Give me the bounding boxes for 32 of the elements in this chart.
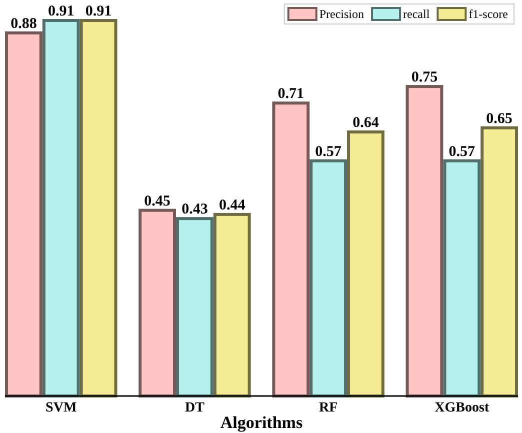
bar bbox=[5, 31, 42, 398]
x-tick-label: DT bbox=[184, 400, 206, 416]
x-tick-label: XGBoost bbox=[434, 400, 490, 416]
legend-label: Precision bbox=[319, 7, 364, 21]
bar bbox=[310, 159, 347, 398]
x-tick-label: SVM bbox=[46, 400, 77, 416]
bar bbox=[443, 159, 481, 398]
bar bbox=[176, 217, 214, 398]
bar bbox=[138, 208, 176, 398]
data-label: 0.57 bbox=[448, 144, 476, 160]
data-label: 0.57 bbox=[315, 144, 342, 160]
data-label: 0.64 bbox=[352, 114, 380, 131]
data-label: 0.45 bbox=[144, 193, 170, 210]
bar bbox=[42, 19, 80, 398]
legend-label: f1-score bbox=[468, 7, 508, 21]
x-axis-title: Algorithms bbox=[220, 413, 303, 432]
bar bbox=[406, 85, 444, 398]
data-label: 0.91 bbox=[48, 4, 74, 20]
legend-label: recall bbox=[403, 7, 430, 21]
bar bbox=[80, 19, 118, 398]
bar bbox=[347, 130, 384, 398]
data-label: 0.88 bbox=[10, 16, 37, 32]
data-label: 0.71 bbox=[278, 86, 304, 102]
data-label: 0.65 bbox=[486, 110, 512, 127]
bar bbox=[213, 212, 251, 398]
bar bbox=[272, 102, 310, 398]
data-label: 0.44 bbox=[218, 197, 246, 214]
data-label: 0.75 bbox=[411, 70, 438, 86]
x-tick-label: RF bbox=[318, 400, 338, 416]
data-label: 0.43 bbox=[182, 202, 208, 218]
data-label: 0.91 bbox=[85, 4, 112, 20]
bar bbox=[480, 126, 518, 398]
